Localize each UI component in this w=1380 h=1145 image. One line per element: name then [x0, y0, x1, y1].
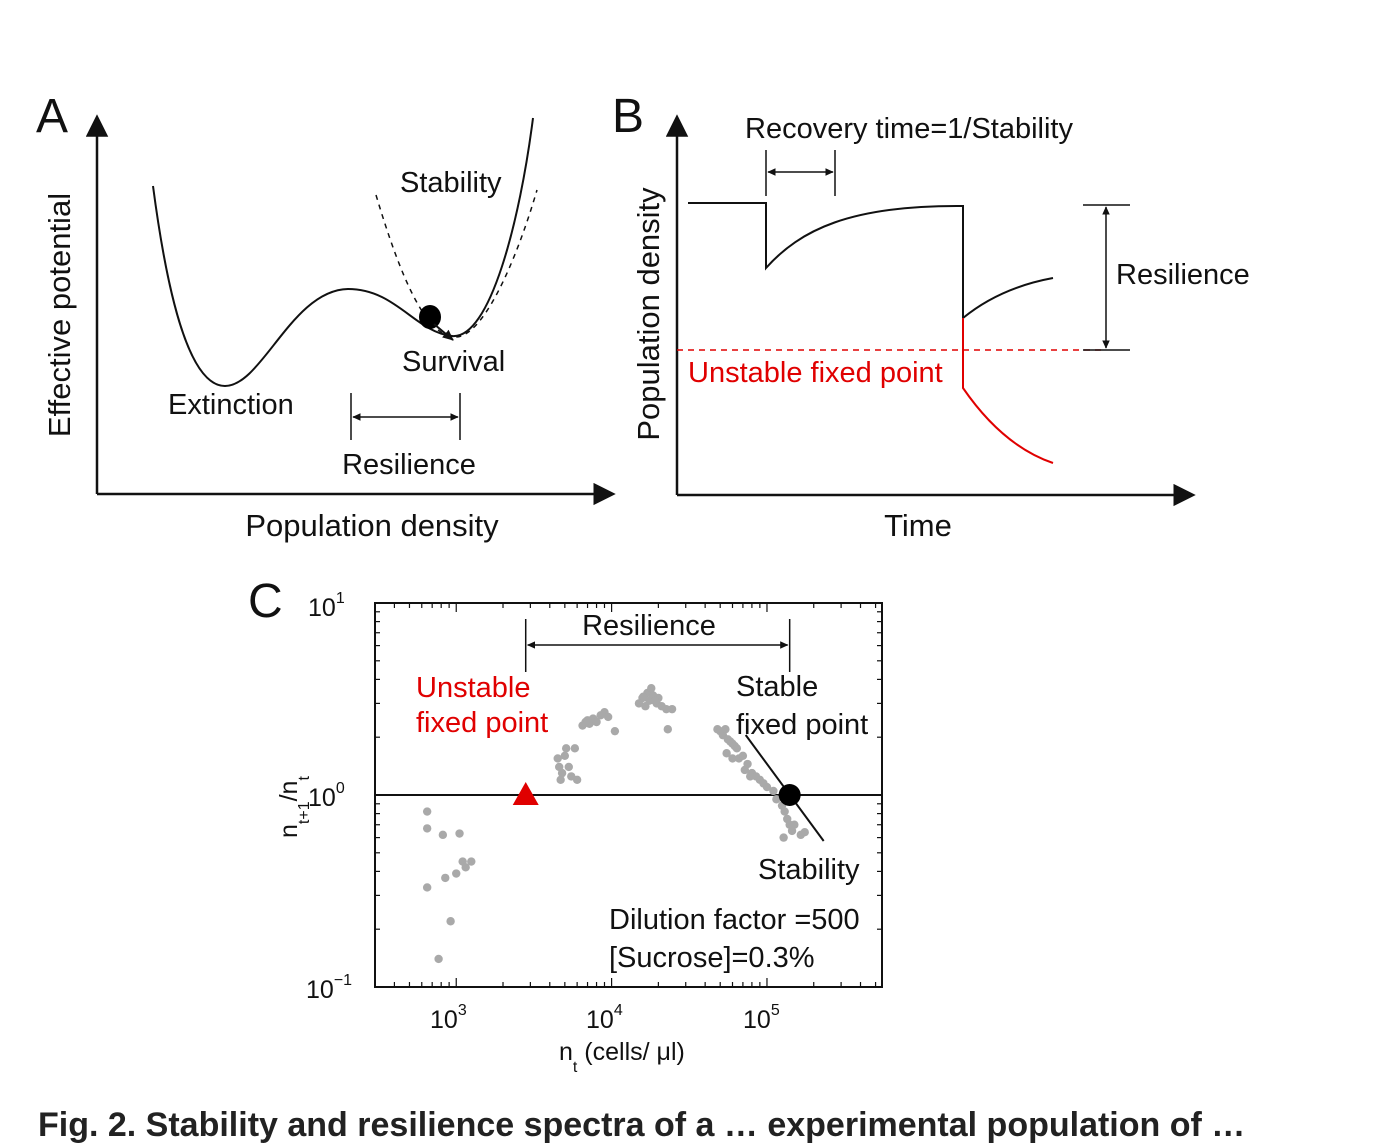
panel-b-ylabel: Population density	[631, 187, 666, 441]
data-point	[438, 830, 448, 840]
panel-b-letter: B	[612, 90, 644, 143]
panel-a-extinction: Extinction	[168, 389, 294, 421]
data-point	[663, 725, 673, 734]
density-recovery-trace	[962, 277, 1054, 319]
xtick-label-1e5: 105	[743, 1002, 780, 1034]
figure-caption: Fig. 2. Stability and resilience spectra…	[38, 1106, 1246, 1144]
panel-a-ylabel: Effective potential	[42, 193, 77, 437]
data-point	[434, 954, 443, 964]
data-point	[452, 869, 461, 878]
data-point	[738, 751, 748, 761]
data-point	[561, 744, 571, 753]
panel-a-survival: Survival	[402, 346, 505, 378]
c-stable-label-2: fixed point	[736, 709, 868, 741]
data-point	[800, 828, 809, 837]
data-point	[639, 692, 648, 701]
data-point	[583, 716, 592, 725]
ytick-label-1: 100	[308, 780, 345, 812]
survival-ball	[419, 305, 441, 329]
data-point	[441, 873, 450, 883]
data-point	[740, 765, 750, 775]
panel-b-xlabel: Time	[884, 508, 952, 543]
data-point	[467, 857, 476, 866]
tick-marks	[374, 603, 882, 988]
data-point	[790, 820, 799, 829]
data-point	[762, 782, 772, 792]
panel-a-stability: Stability	[400, 167, 502, 199]
xtick-label-1e3: 103	[430, 1002, 467, 1034]
panel-a: A Effective potential Population density…	[36, 90, 616, 543]
panel-a-xlabel: Population density	[245, 508, 499, 543]
data-point	[603, 712, 613, 722]
ytick-label-10: 101	[308, 590, 345, 622]
data-point	[553, 754, 562, 763]
ytick-label-0.1: 10−1	[306, 972, 352, 1004]
data-point	[647, 683, 656, 693]
panel-b-unstable: Unstable fixed point	[688, 357, 943, 389]
data-point	[780, 807, 789, 816]
data-point	[722, 749, 731, 758]
data-point	[721, 725, 730, 734]
unstable-fixed-point-marker	[512, 782, 539, 805]
data-point	[592, 717, 601, 727]
stable-fixed-point-marker	[778, 784, 801, 806]
data-point	[572, 775, 582, 784]
data-point	[769, 786, 778, 796]
data-point	[610, 726, 620, 736]
c-sucrose-label: [Sucrose]=0.3%	[609, 942, 815, 974]
data-point	[779, 833, 788, 842]
panel-a-resilience: Resilience	[342, 449, 476, 481]
panel-b-recovery: Recovery time=1/Stability	[745, 113, 1073, 145]
panel-c-xlabel: nt (cells/ μl)	[559, 1038, 685, 1076]
ball-arrow	[433, 323, 454, 341]
panel-c-ylabel: nt+1/nt	[275, 776, 313, 838]
panel-c-letter: C	[248, 575, 283, 628]
scatter-points	[422, 683, 809, 964]
data-point	[461, 863, 470, 872]
data-point	[662, 704, 671, 714]
data-point	[732, 744, 742, 753]
c-stable-label-1: Stable	[736, 671, 818, 703]
data-point	[560, 751, 570, 761]
c-unstable-label-1: Unstable	[416, 672, 530, 704]
density-trace	[688, 202, 964, 318]
data-point	[728, 754, 737, 763]
panel-b: B Population density Time Recovery time=…	[612, 90, 1250, 543]
data-point	[422, 807, 432, 816]
density-collapse-trace	[962, 318, 1054, 464]
data-point	[564, 762, 573, 772]
data-point	[556, 775, 565, 784]
data-point	[422, 824, 432, 833]
c-dilution-label: Dilution factor =500	[609, 904, 860, 936]
panel-a-letter: A	[36, 90, 68, 143]
data-point	[422, 883, 432, 892]
data-point	[650, 696, 660, 705]
data-point	[772, 795, 781, 804]
panel-c: C 101 100 10−1 103 104 105 nt (cells/ μl…	[248, 575, 883, 1076]
data-point	[570, 744, 580, 753]
data-point	[557, 768, 567, 778]
data-point	[667, 704, 677, 714]
c-stability-label: Stability	[758, 854, 860, 886]
data-point	[746, 772, 755, 781]
c-unstable-label-2: fixed point	[416, 707, 548, 739]
data-point	[446, 917, 455, 926]
xtick-label-1e4: 104	[586, 1002, 623, 1034]
potential-curve	[152, 117, 534, 388]
data-point	[455, 829, 464, 838]
potential-parabola-dashed	[375, 189, 538, 338]
panel-c-resilience: Resilience	[582, 610, 716, 642]
panel-b-resilience: Resilience	[1116, 259, 1250, 291]
